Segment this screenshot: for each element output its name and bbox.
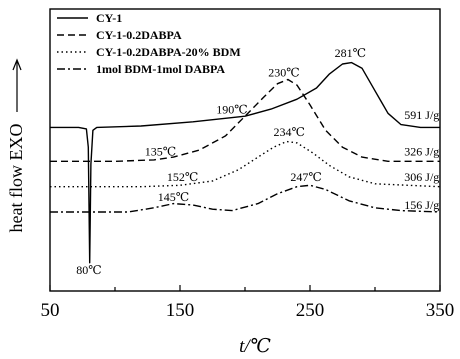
annotation-9: 306 J/g <box>404 170 439 184</box>
series-line-2 <box>50 78 440 162</box>
legend-label-2: CY-1-0.2DABPA <box>96 28 182 42</box>
annotation-7: 234℃ <box>273 125 304 139</box>
annotation-4: 591 J/g <box>404 108 439 122</box>
annotation-8: 152℃ <box>167 170 198 184</box>
legend-label-4: 1mol BDM-1mol DABPA <box>96 62 225 76</box>
x-tick-label-150: 150 <box>166 300 195 321</box>
annotation-5: 135℃ <box>145 145 176 159</box>
x-axis-title: t/℃ <box>239 336 271 357</box>
legend: CY-1 CY-1-0.2DABPA CY-1-0.2DABPA-20% BDM 1m… <box>57 11 241 76</box>
y-axis-title: heat flow EXO <box>6 124 26 233</box>
annotation-3: 190℃ <box>216 102 247 116</box>
annotation-11: 247℃ <box>290 170 321 184</box>
annotation-6: 326 J/g <box>404 145 439 159</box>
legend-label-3: CY-1-0.2DABPA-20% BDM <box>96 45 241 59</box>
x-tick-label-350: 350 <box>426 300 455 321</box>
series-layer <box>50 61 441 264</box>
annotation-layer: 281℃ 230℃ 190℃ 591 J/g 135℃ 326 J/g 234℃ 152℃ 30… <box>76 46 439 277</box>
legend-label-1: CY-1 <box>96 11 122 25</box>
series-line-4 <box>50 184 441 213</box>
annotation-2: 230℃ <box>268 66 299 80</box>
y-axis-arrowhead <box>12 58 22 71</box>
x-tick-label-50: 50 <box>41 300 60 321</box>
annotation-12: 156 J/g <box>404 198 439 212</box>
x-tick-label-250: 250 <box>296 300 325 321</box>
series-line-3 <box>50 140 441 188</box>
series-line-1 <box>50 61 440 264</box>
axes: 50 150 250 350 t/℃ heat flow EXO <box>6 8 455 357</box>
annotation-13: 80℃ <box>76 263 101 277</box>
annotation-10: 145℃ <box>158 190 189 204</box>
annotation-1: 281℃ <box>335 46 366 60</box>
